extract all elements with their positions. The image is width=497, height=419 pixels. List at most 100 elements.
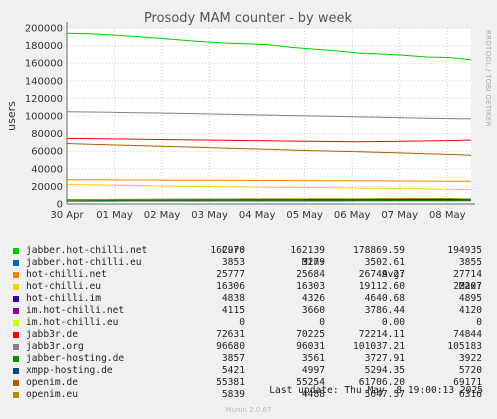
legend-swatch xyxy=(13,320,19,326)
legend-max: 105183 xyxy=(447,341,482,352)
last-update: Last update: Thu May 8 19:00:13 2025 xyxy=(269,385,483,396)
legend-cur: 5839 xyxy=(221,389,245,400)
grid xyxy=(66,27,471,205)
axes: 0 20000 40000 60000 80000 100000 120000 140000 1… xyxy=(25,22,475,221)
legend-series-name: hot-chilli.im xyxy=(26,293,102,304)
legend-cur: 72631 xyxy=(216,329,245,340)
legend-header: Cur: Min: Avg: Max: xyxy=(10,233,490,292)
x-tick-label: 08 May xyxy=(429,210,466,221)
legend-series-name: jabb3r.de xyxy=(26,329,78,340)
legend-max: 194935 xyxy=(447,245,482,256)
legend-min: 3279 xyxy=(301,257,325,268)
series-layer xyxy=(66,32,472,205)
legend-row: jabber-hosting.de 3857 3561 3727.91 3922 xyxy=(10,353,490,365)
legend-row: hot-chilli.net 25777 25684 26749.27 27714 xyxy=(10,269,490,281)
legend-cur: 3857 xyxy=(221,353,245,364)
legend-min: 55254 xyxy=(296,377,325,388)
legend-min: 0 xyxy=(319,317,325,328)
legend-avg: 178869.59 xyxy=(353,245,405,256)
legend-avg: 61706.20 xyxy=(358,377,405,388)
legend-row: jabb3r.org 96680 96031 101037.21 105183 xyxy=(10,341,490,353)
col-avg: Avg: xyxy=(381,269,405,280)
legend-row: jabber.hot-chilli.net 162970 162139 178869.… xyxy=(10,245,490,257)
legend-max: 27714 xyxy=(453,269,482,280)
y-axis-label: users xyxy=(5,101,18,131)
legend-cur: 0 xyxy=(239,317,245,328)
legend-row: openim.de 55381 55254 61706.20 69171 xyxy=(10,377,490,389)
legend-min: 70225 xyxy=(296,329,325,340)
legend-swatch xyxy=(13,248,19,254)
legend-series-name: jabber.hot-chilli.net xyxy=(26,245,148,256)
legend-min: 162139 xyxy=(290,245,325,256)
legend-cur: 5421 xyxy=(221,365,245,376)
series-line xyxy=(66,143,472,156)
legend-avg: 3727.91 xyxy=(364,353,405,364)
y-tick-label: 40000 xyxy=(31,164,63,175)
y-tick-label: 0 xyxy=(57,200,63,211)
legend: Cur: Min: Avg: Max: jabber.hot-chilli.ne… xyxy=(10,233,490,401)
legend-min: 16303 xyxy=(296,281,325,292)
rrdtool-credit: RRDTOOL / TOBI OETIKER xyxy=(484,30,492,127)
legend-cur: 96680 xyxy=(216,341,245,352)
x-tick-label: 03 May xyxy=(191,210,228,221)
legend-series-name: jabber-hosting.de xyxy=(26,353,125,364)
legend-min: 3660 xyxy=(301,305,325,316)
legend-max: 5720 xyxy=(458,365,482,376)
legend-min: 25684 xyxy=(296,269,325,280)
legend-avg: 72214.11 xyxy=(358,329,405,340)
legend-cur: 55381 xyxy=(216,377,245,388)
series-line xyxy=(66,184,472,191)
legend-cur: 25777 xyxy=(216,269,245,280)
legend-max: 4120 xyxy=(458,305,482,316)
legend-min: 3561 xyxy=(301,353,325,364)
legend-avg: 4640.68 xyxy=(364,293,405,304)
y-tick-label: 100000 xyxy=(25,112,63,123)
legend-swatch xyxy=(13,284,19,290)
legend-row: jabb3r.de 72631 70225 72214.11 74844 xyxy=(10,329,490,341)
legend-max: 6316 xyxy=(458,389,482,400)
legend-avg: 3502.61 xyxy=(364,257,405,268)
legend-avg: 19112.60 xyxy=(358,281,405,292)
legend-series-name: jabber.hot-chilli.eu xyxy=(26,257,142,268)
legend-avg: 26749.27 xyxy=(358,269,405,280)
y-tick-label: 160000 xyxy=(25,59,63,70)
col-min: Min: xyxy=(301,257,325,268)
x-tick-label: 06 May xyxy=(334,210,371,221)
series-line xyxy=(66,198,472,201)
y-tick-label: 20000 xyxy=(31,182,63,193)
legend-swatch xyxy=(13,392,19,398)
x-tick-label: 30 Apr xyxy=(50,210,84,221)
legend-row: openim.eu 5839 4488 5647.57 6316 xyxy=(10,389,490,401)
x-tick-label: 07 May xyxy=(381,210,418,221)
legend-row: jabber.hot-chilli.eu 3853 3279 3502.61 3855 xyxy=(10,257,490,269)
legend-avg: 5647.57 xyxy=(364,389,405,400)
legend-row: im.hot-chilli.eu 0 0 0.00 0 xyxy=(10,317,490,329)
legend-cur: 3853 xyxy=(221,257,245,268)
legend-swatch xyxy=(13,308,19,314)
legend-swatch xyxy=(13,344,19,350)
legend-swatch xyxy=(13,380,19,386)
legend-series-name: openim.de xyxy=(26,377,78,388)
series-line xyxy=(66,179,472,182)
legend-avg: 3786.44 xyxy=(364,305,405,316)
legend-swatch xyxy=(13,272,19,278)
legend-cur: 4838 xyxy=(221,293,245,304)
legend-series-name: im.hot-chilli.net xyxy=(26,305,125,316)
x-tick-label: 02 May xyxy=(144,210,181,221)
legend-min: 4326 xyxy=(301,293,325,304)
chart-title: Prosody MAM counter - by week xyxy=(144,11,353,26)
legend-max: 69171 xyxy=(453,377,482,388)
munin-version: Munin 2.0.67 xyxy=(225,406,272,414)
series-line xyxy=(66,32,472,61)
legend-series-name: xmpp-hosting.de xyxy=(26,365,113,376)
legend-avg: 0.00 xyxy=(381,317,405,328)
y-tick-label: 140000 xyxy=(25,76,63,87)
legend-cur: 4115 xyxy=(221,305,245,316)
col-max: Max: xyxy=(458,281,482,292)
legend-swatch xyxy=(13,356,19,362)
legend-min: 4997 xyxy=(301,365,325,376)
legend-cur: 16306 xyxy=(216,281,245,292)
col-cur: Cur: xyxy=(221,245,245,256)
x-tick-label: 05 May xyxy=(286,210,323,221)
legend-max: 74844 xyxy=(453,329,482,340)
